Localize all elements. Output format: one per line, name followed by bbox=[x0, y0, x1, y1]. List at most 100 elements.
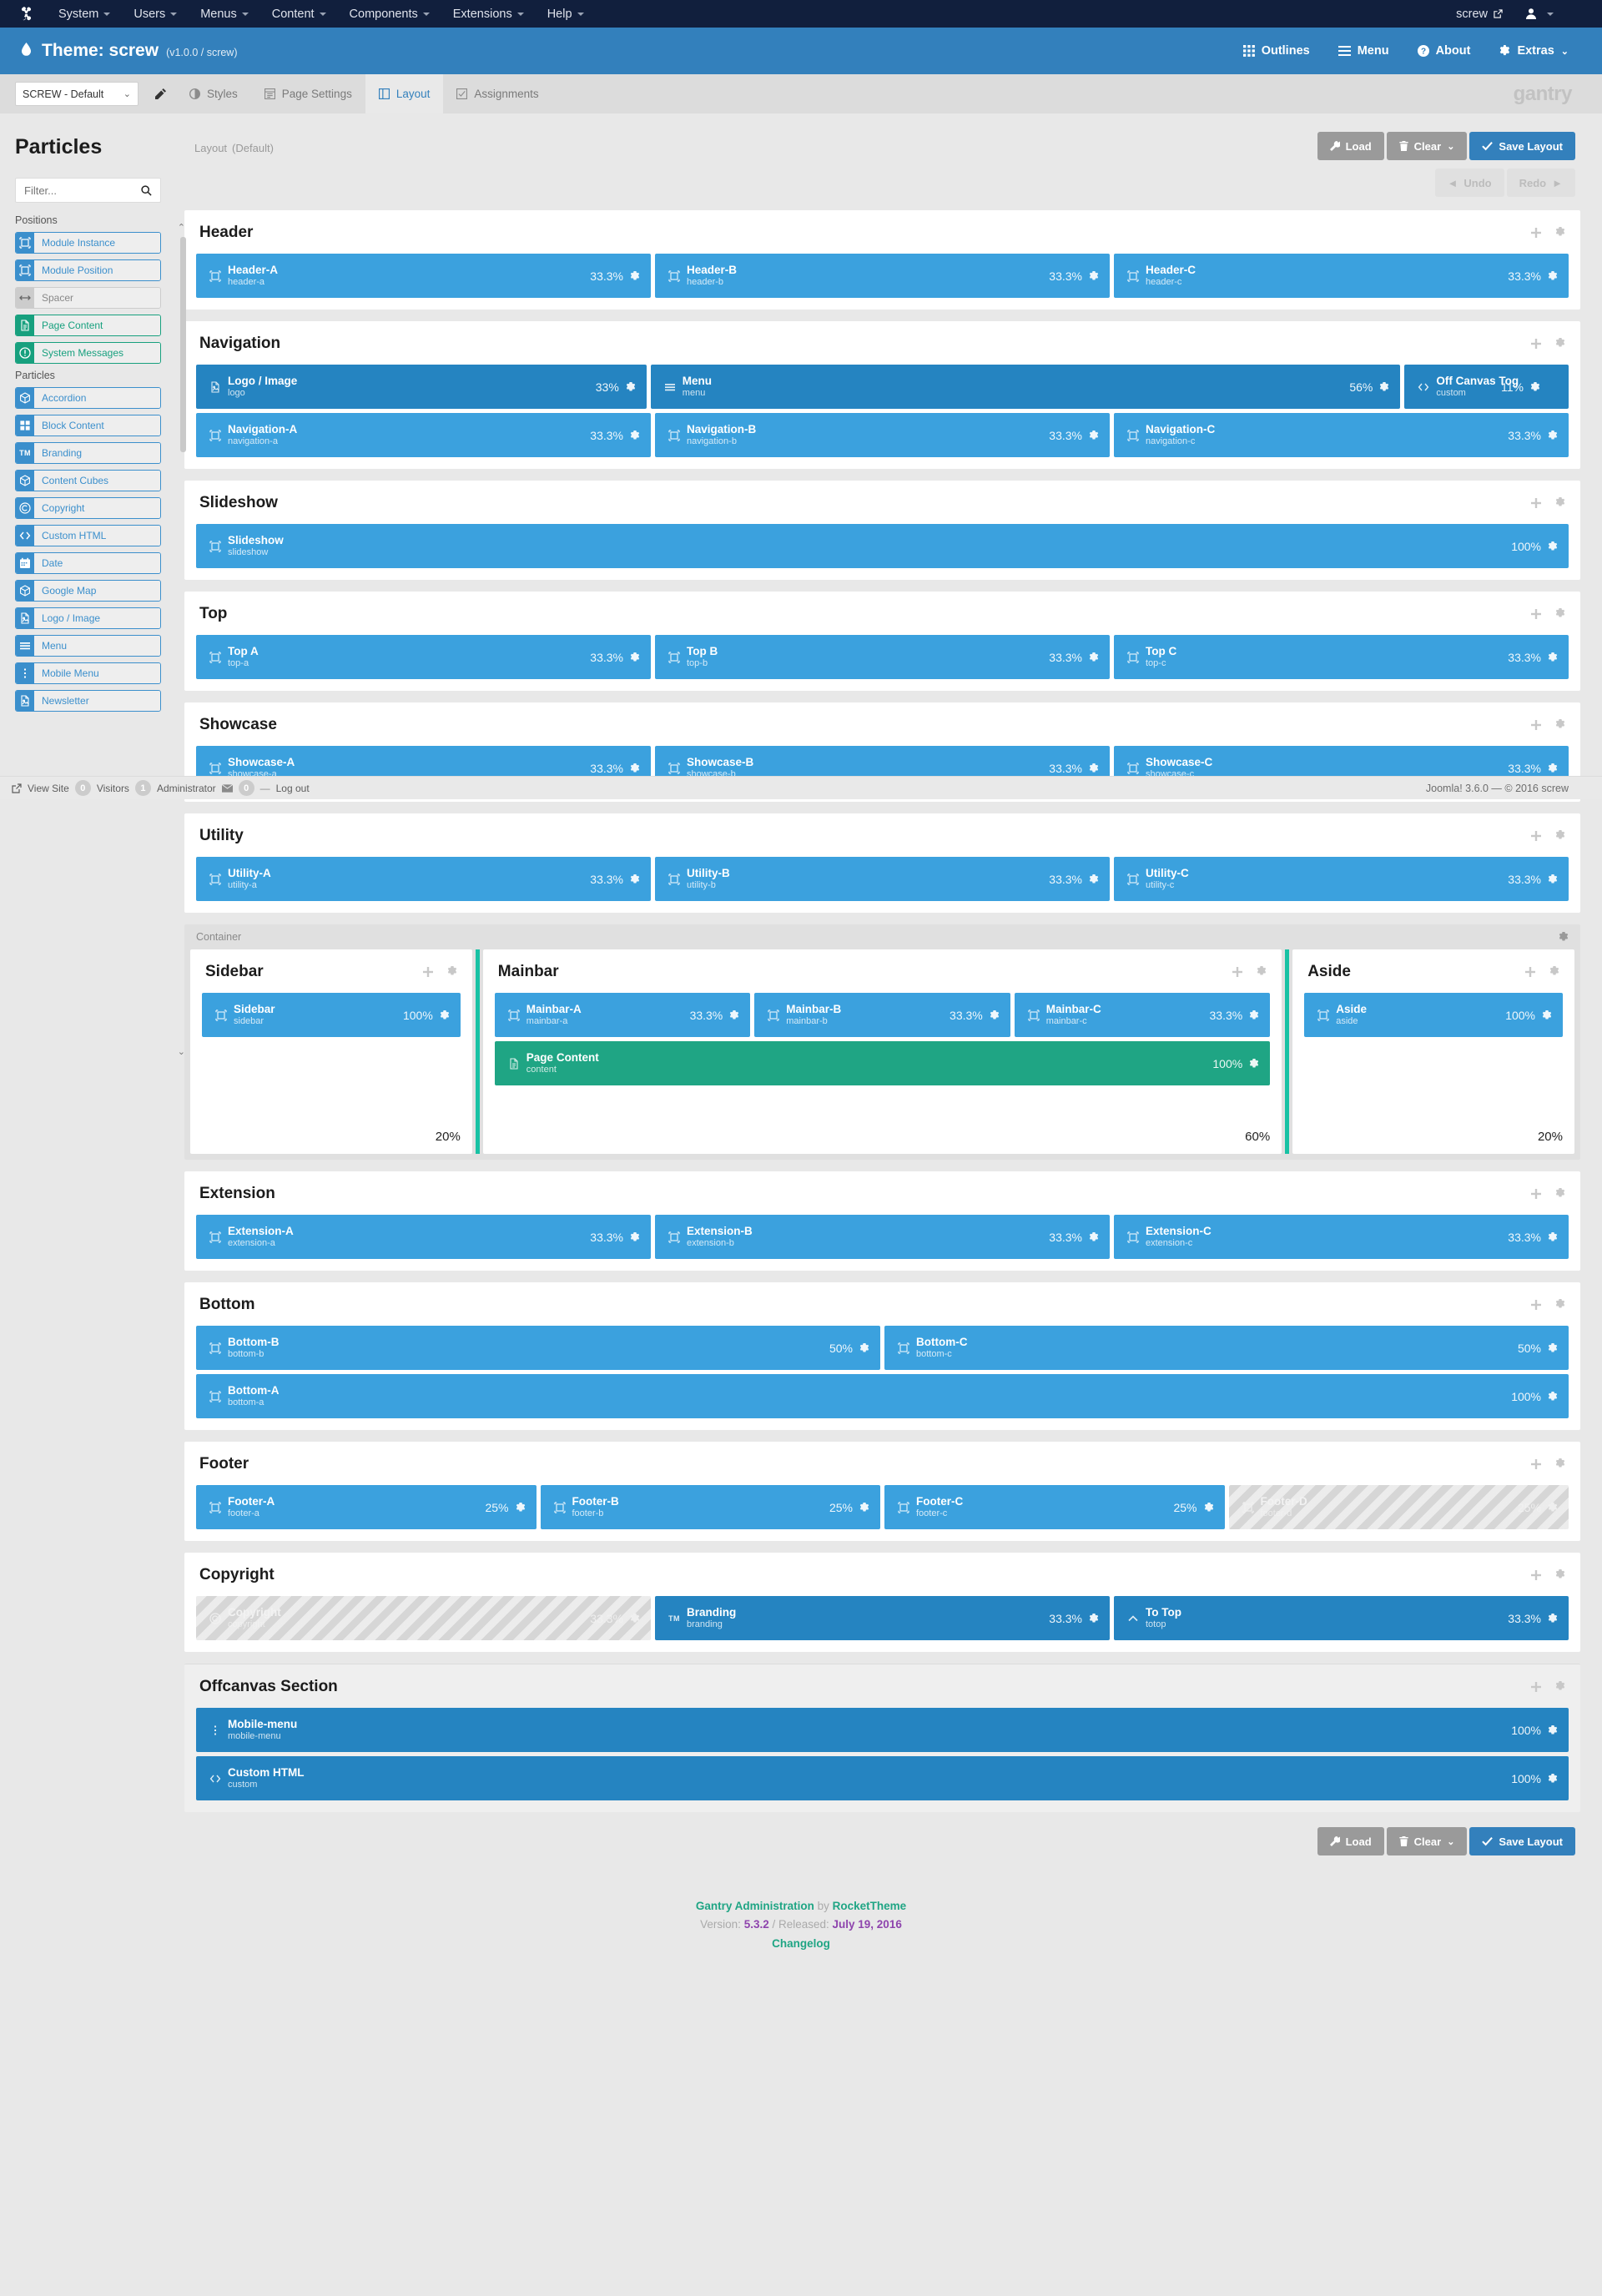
rockettheme-link[interactable]: RocketTheme bbox=[832, 1900, 907, 1912]
particle-item-copyright[interactable]: Copyright bbox=[15, 497, 161, 519]
layout-block-footer-b[interactable]: Footer-B footer-b 25% bbox=[540, 1485, 880, 1529]
envelope-icon[interactable] bbox=[221, 783, 233, 793]
plus-icon[interactable] bbox=[1530, 1188, 1542, 1200]
particle-item-google-map[interactable]: Google Map bbox=[15, 580, 161, 602]
layout-block-mainbar-b[interactable]: Mainbar-B mainbar-b 33.3% bbox=[754, 993, 1010, 1037]
save-layout-button[interactable]: Save Layout bbox=[1469, 132, 1575, 160]
gear-icon[interactable] bbox=[1089, 763, 1099, 773]
plus-icon[interactable] bbox=[1530, 830, 1542, 842]
search-icon[interactable] bbox=[141, 184, 152, 196]
layout-block-utility-a[interactable]: Utility-A utility-a 33.3% bbox=[196, 857, 651, 901]
particle-item-date[interactable]: Date bbox=[15, 552, 161, 574]
particle-item-branding[interactable]: TM Branding bbox=[15, 442, 161, 464]
outline-select[interactable]: SCREW - Default ⌄ bbox=[15, 82, 139, 106]
gear-icon[interactable] bbox=[1089, 652, 1099, 662]
plus-icon[interactable] bbox=[422, 966, 434, 978]
gear-icon[interactable] bbox=[1555, 830, 1565, 842]
layout-block-sidebar[interactable]: Sidebar sidebar 100% bbox=[202, 993, 461, 1037]
layout-block-navigation-a[interactable]: Navigation-A navigation-a 33.3% bbox=[196, 413, 651, 457]
layout-block-extension-a[interactable]: Extension-A extension-a 33.3% bbox=[196, 1215, 651, 1259]
pencil-icon[interactable] bbox=[145, 88, 176, 99]
gear-icon[interactable] bbox=[1089, 1231, 1099, 1242]
particle-item-module-position[interactable]: Module Position bbox=[15, 259, 161, 281]
clear-button-bottom[interactable]: Clear ⌄ bbox=[1386, 1827, 1468, 1855]
gear-icon[interactable] bbox=[1555, 497, 1565, 509]
gear-icon[interactable] bbox=[1555, 1299, 1565, 1311]
gear-icon[interactable] bbox=[1548, 1613, 1558, 1624]
gear-icon[interactable] bbox=[859, 1502, 869, 1513]
particle-item-newsletter[interactable]: Newsletter bbox=[15, 690, 161, 712]
particle-item-menu[interactable]: Menu bbox=[15, 635, 161, 657]
layout-block-aside[interactable]: Aside aside 100% bbox=[1304, 993, 1563, 1037]
tab-layout[interactable]: Layout bbox=[365, 74, 444, 113]
load-button[interactable]: Load bbox=[1317, 132, 1384, 160]
particle-item-logo-image[interactable]: Logo / Image bbox=[15, 607, 161, 629]
clear-button[interactable]: Clear ⌄ bbox=[1386, 132, 1468, 160]
filter-box[interactable] bbox=[15, 178, 161, 203]
view-site-link[interactable]: View Site bbox=[28, 782, 69, 794]
gear-icon[interactable] bbox=[1548, 1773, 1558, 1784]
gear-icon[interactable] bbox=[1548, 1231, 1558, 1242]
gear-icon[interactable] bbox=[630, 652, 640, 662]
gear-icon[interactable] bbox=[1530, 381, 1540, 392]
gear-icon[interactable] bbox=[1204, 1502, 1214, 1513]
logout-link[interactable]: Log out bbox=[275, 782, 310, 794]
joomla-menu-item-1[interactable]: Users bbox=[122, 2, 189, 27]
undo-button[interactable]: ◄ Undo bbox=[1434, 169, 1504, 197]
gear-icon[interactable] bbox=[630, 874, 640, 884]
joomla-menu-item-6[interactable]: Help bbox=[536, 2, 596, 27]
gear-icon[interactable] bbox=[990, 1010, 1000, 1020]
menu-button[interactable]: Menu bbox=[1327, 38, 1401, 64]
layout-block-utility-c[interactable]: Utility-C utility-c 33.3% bbox=[1114, 857, 1569, 901]
joomla-menu-item-4[interactable]: Components bbox=[338, 2, 441, 27]
gear-icon[interactable] bbox=[626, 381, 636, 392]
gear-icon[interactable] bbox=[1249, 1010, 1259, 1020]
layout-block-slideshow[interactable]: Slideshow slideshow 100% bbox=[196, 524, 1569, 568]
plus-icon[interactable] bbox=[1530, 1299, 1542, 1311]
layout-block-copyright[interactable]: Copyright copyright 33.3% bbox=[196, 1596, 651, 1640]
particle-item-spacer[interactable]: Spacer bbox=[15, 287, 161, 309]
layout-block-bottom-c[interactable]: Bottom-C bottom-c 50% bbox=[884, 1326, 1569, 1370]
layout-block-branding[interactable]: TM Branding branding 33.3% bbox=[655, 1596, 1110, 1640]
layout-block-navigation-b[interactable]: Navigation-B navigation-b 33.3% bbox=[655, 413, 1110, 457]
site-link[interactable]: screw bbox=[1444, 2, 1514, 27]
gear-icon[interactable] bbox=[1548, 1342, 1558, 1353]
layout-block-top-c[interactable]: Top C top-c 33.3% bbox=[1114, 635, 1569, 679]
gear-icon[interactable] bbox=[1548, 652, 1558, 662]
gear-icon[interactable] bbox=[630, 430, 640, 441]
layout-block-custom[interactable]: Custom HTML custom 100% bbox=[196, 1756, 1569, 1800]
gear-icon[interactable] bbox=[1548, 763, 1558, 773]
plus-icon[interactable] bbox=[1524, 966, 1536, 978]
gear-icon[interactable] bbox=[440, 1010, 450, 1020]
gear-icon[interactable] bbox=[1089, 430, 1099, 441]
gear-icon[interactable] bbox=[1548, 541, 1558, 551]
layout-block-header-b[interactable]: Header-B header-b 33.3% bbox=[655, 254, 1110, 298]
gear-icon[interactable] bbox=[1542, 1010, 1552, 1020]
layout-block-mobile-menu[interactable]: Mobile-menu mobile-menu 100% bbox=[196, 1708, 1569, 1752]
layout-block-content[interactable]: Page Content content 100% bbox=[494, 1041, 1271, 1085]
gear-icon[interactable] bbox=[1379, 381, 1389, 392]
plus-icon[interactable] bbox=[1530, 608, 1542, 620]
layout-block-top-b[interactable]: Top B top-b 33.3% bbox=[655, 635, 1110, 679]
load-button-bottom[interactable]: Load bbox=[1317, 1827, 1384, 1855]
plus-icon[interactable] bbox=[1530, 338, 1542, 350]
joomla-logo-icon[interactable] bbox=[15, 5, 37, 23]
joomla-menu-item-3[interactable]: Content bbox=[260, 2, 338, 27]
gear-icon[interactable] bbox=[859, 1342, 869, 1353]
column-resize-handle[interactable] bbox=[475, 949, 480, 1154]
extras-button[interactable]: Extras ⌄ bbox=[1487, 38, 1580, 64]
layout-block-extension-b[interactable]: Extension-B extension-b 33.3% bbox=[655, 1215, 1110, 1259]
changelog-link[interactable]: Changelog bbox=[772, 1936, 830, 1950]
joomla-menu-item-2[interactable]: Menus bbox=[189, 2, 260, 27]
plus-icon[interactable] bbox=[1530, 719, 1542, 731]
tab-styles[interactable]: Styles bbox=[176, 74, 251, 113]
layout-block-header-c[interactable]: Header-C header-c 33.3% bbox=[1114, 254, 1569, 298]
gear-icon[interactable] bbox=[1555, 1458, 1565, 1470]
outlines-button[interactable]: Outlines bbox=[1232, 38, 1322, 64]
gear-icon[interactable] bbox=[1548, 874, 1558, 884]
save-layout-button-bottom[interactable]: Save Layout bbox=[1469, 1827, 1575, 1855]
layout-block-bottom-a[interactable]: Bottom-A bottom-a 100% bbox=[196, 1374, 1569, 1418]
gear-icon[interactable] bbox=[1555, 227, 1565, 239]
gear-icon[interactable] bbox=[1555, 1681, 1565, 1693]
layout-block-footer-d[interactable]: Footer-D footer-d 25% bbox=[1228, 1485, 1569, 1529]
